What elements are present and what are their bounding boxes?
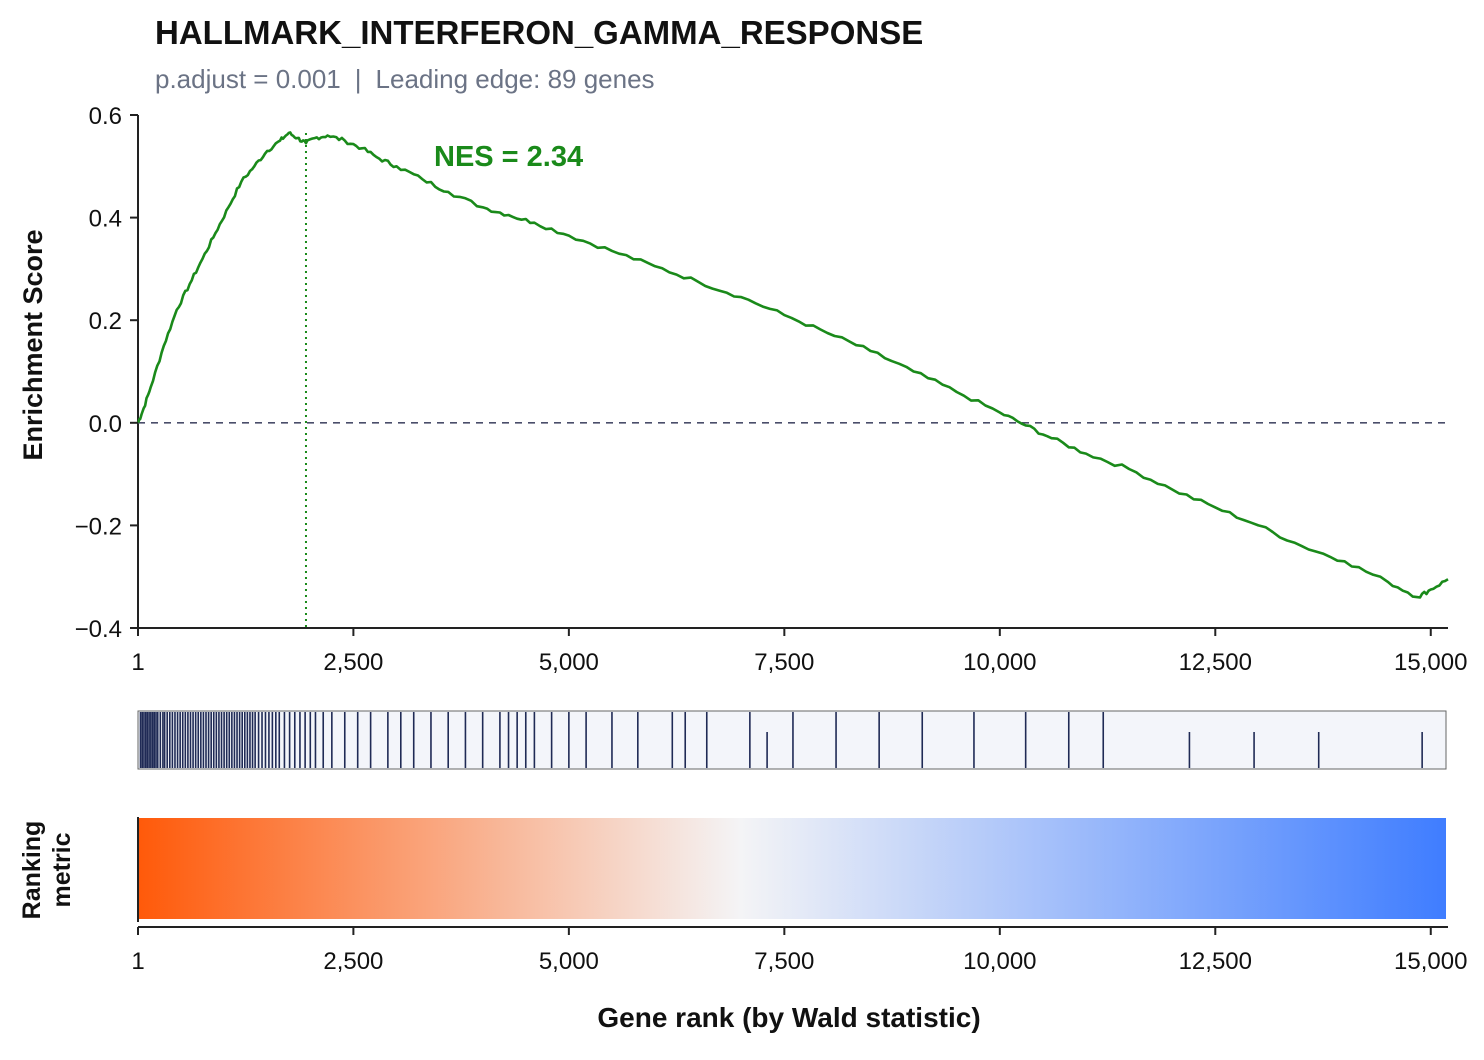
metric-label-line1: Ranking bbox=[18, 821, 46, 920]
y-tick-label: 0.2 bbox=[89, 308, 122, 335]
es-x-ticks: 1 2,500 5,000 7,500 10,000 12,500 15,000 bbox=[131, 628, 1467, 676]
leading-edge-text: Leading edge: 89 genes bbox=[375, 64, 655, 94]
x-tick-label: 12,500 bbox=[1179, 649, 1252, 676]
es-y-ticks: −0.4 −0.2 0.0 0.2 0.4 0.6 bbox=[75, 103, 138, 643]
es-series-line bbox=[136, 131, 1449, 599]
subtitle-separator: | bbox=[354, 64, 362, 94]
padj-text: p.adjust = 0.001 bbox=[155, 64, 341, 94]
metric-label-line2: metric bbox=[48, 832, 76, 907]
es-panel: NES = 2.34 −0.4−0.20.00.20.40.6 1 2,500 5,… bbox=[18, 103, 1467, 676]
nes-annotation: NES = 2.34 bbox=[434, 141, 583, 173]
chart-title: HALLMARK_INTERFERON_GAMMA_RESPONSE bbox=[155, 14, 924, 51]
x-tick-label: 2,500 bbox=[323, 948, 383, 975]
x-tick-label: 10,000 bbox=[963, 948, 1036, 975]
x-tick-label: 15,000 bbox=[1394, 649, 1467, 676]
x-tick-label: 1 bbox=[131, 948, 144, 975]
hits-background bbox=[137, 710, 1447, 770]
x-tick-label: 7,500 bbox=[754, 948, 814, 975]
x-tick-label: 1 bbox=[131, 649, 144, 676]
chart-subtitle: p.adjust = 0.001 | Leading edge: 89 genes bbox=[155, 64, 655, 95]
x-tick-label: 10,000 bbox=[963, 649, 1036, 676]
y-tick-label: −0.2 bbox=[75, 513, 122, 540]
x-tick-label: 12,500 bbox=[1179, 948, 1252, 975]
x-tick-label: 5,000 bbox=[539, 948, 599, 975]
x-tick-label: 7,500 bbox=[754, 649, 814, 676]
y-tick-label: 0.4 bbox=[89, 206, 122, 233]
x-tick-label: 2,500 bbox=[323, 649, 383, 676]
x-tick-label: 15,000 bbox=[1394, 948, 1467, 975]
x-tick-label: 5,000 bbox=[539, 649, 599, 676]
ranking-metric-gradient bbox=[139, 818, 1446, 919]
x-axis-label: Gene rank (by Wald statistic) bbox=[597, 1002, 980, 1033]
y-axis-label: Enrichment Score bbox=[18, 229, 48, 460]
y-tick-label: −0.4 bbox=[75, 616, 122, 643]
y-tick-label: 0.6 bbox=[89, 103, 122, 130]
hit-marks bbox=[139, 712, 1423, 768]
y-tick-label: 0.0 bbox=[89, 411, 122, 438]
bottom-x-ticks: 1 2,500 5,000 7,500 10,000 12,500 15,000 bbox=[131, 927, 1467, 975]
metric-panel: Ranking metric 1 2,500 5,000 7,500 10,000 12,… bbox=[18, 817, 1467, 1033]
hits-panel bbox=[137, 710, 1447, 770]
